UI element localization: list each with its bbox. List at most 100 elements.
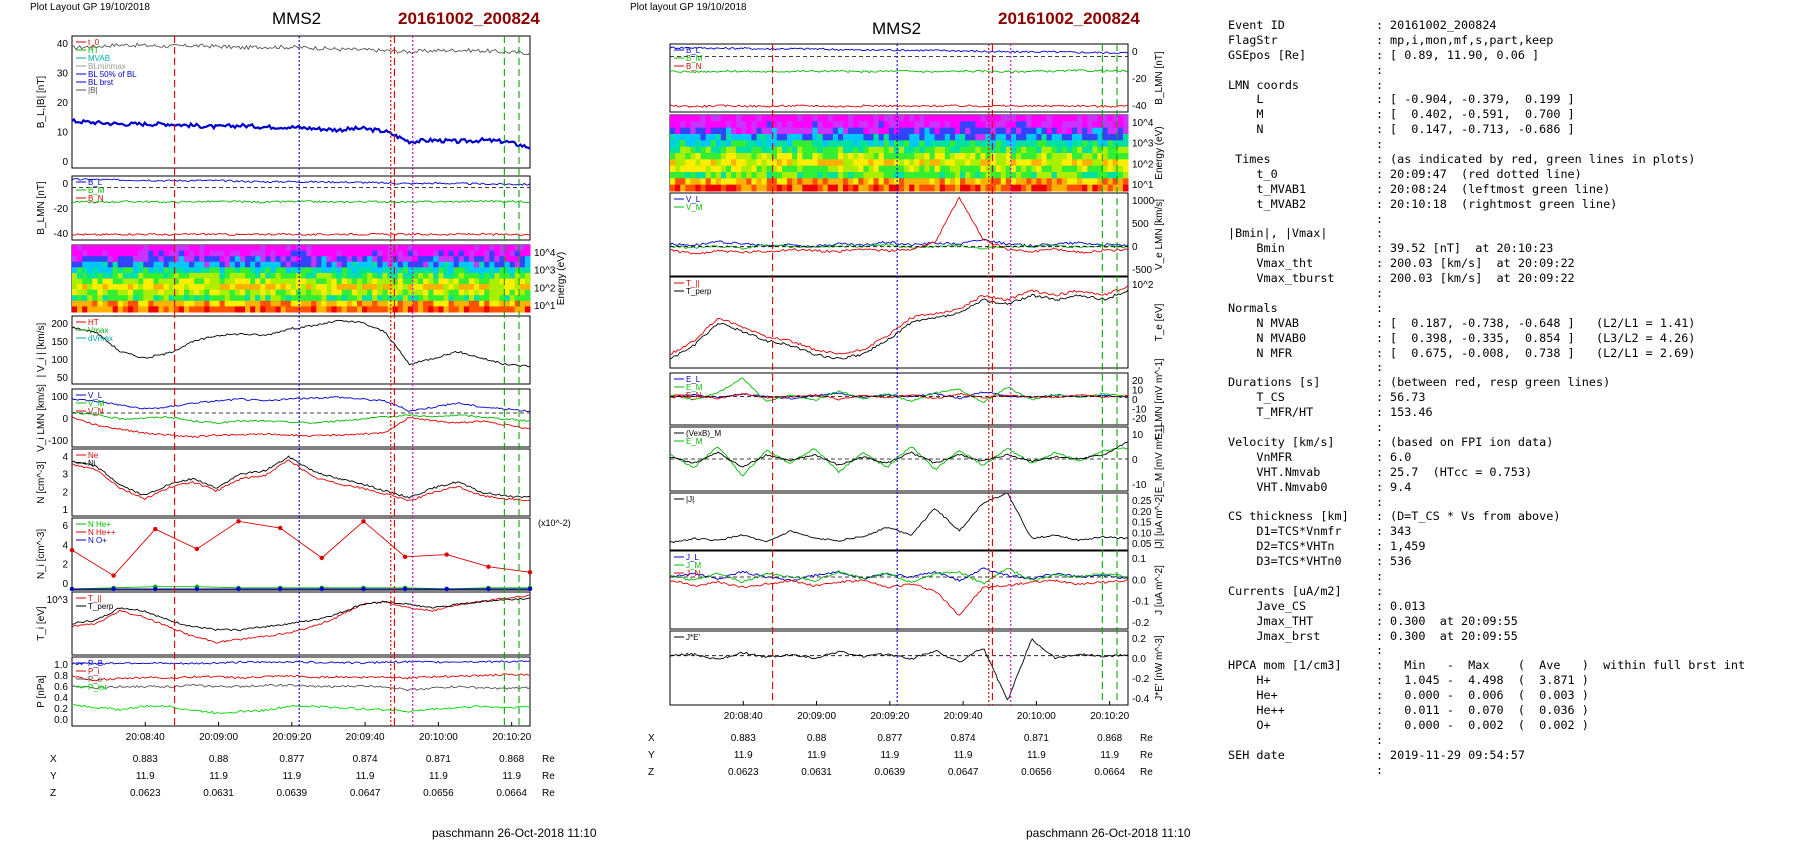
info-key: t_MVAB1: [1228, 181, 1307, 196]
spectrogram-cell: [853, 127, 859, 135]
spectrogram-cell: [822, 146, 829, 154]
left-footer: paschmann 26-Oct-2018 11:10: [432, 826, 597, 840]
info-row: Vmax_tburst:200.03 [km/s] at 20:09:22: [1228, 271, 1745, 286]
spectrogram-cell: [112, 278, 119, 285]
spectrogram-cell: [705, 146, 712, 154]
spectrogram-cell: [853, 146, 859, 154]
spectrogram-cell: [255, 300, 261, 307]
spectrogram-cell: [868, 184, 875, 192]
left-plot-label: Plot Layout GP 19/10/2018: [30, 2, 150, 13]
spectrogram-cell: [944, 172, 951, 179]
spectrogram-cell: [929, 184, 936, 192]
spectrogram-cell: [1112, 115, 1119, 122]
spectrogram-cell: [975, 172, 981, 179]
info-value: 20:09:47 (red dotted line): [1390, 166, 1582, 181]
spectrogram-cell: [792, 184, 798, 192]
legend-entry: T_perp: [686, 287, 712, 296]
spectrogram-cell: [1000, 159, 1007, 167]
info-key: CS thickness [km]: [1228, 509, 1349, 524]
spectrogram-cell: [888, 115, 895, 122]
spectrogram-cell: [418, 278, 424, 285]
info-key: Times: [1228, 152, 1271, 167]
spectrogram-cell: [827, 127, 834, 135]
spectrogram-cell: [418, 272, 424, 279]
spectrogram-cell: [1066, 153, 1073, 160]
spectrogram-cell: [458, 261, 465, 268]
panel-frame: [71, 517, 531, 591]
spectrogram-cell: [494, 284, 500, 291]
spectrogram-cell: [97, 278, 104, 285]
spectrogram-cell: [731, 146, 737, 154]
spectrogram-cell: [448, 261, 455, 268]
spectrogram-cell: [695, 115, 702, 122]
spectrogram-cell: [270, 256, 277, 263]
spectrogram-cell: [173, 300, 180, 307]
spectrogram-cell: [878, 140, 885, 148]
spectrogram-cell: [741, 172, 747, 179]
spectrogram-cell: [255, 250, 261, 257]
spectrogram-cell: [270, 289, 277, 296]
info-colon: :: [1376, 420, 1384, 435]
y-tick-label: 100: [51, 355, 68, 366]
spectrogram-cell: [499, 284, 506, 291]
spectrogram-cell: [1112, 172, 1119, 179]
spectrogram-cell: [346, 289, 353, 296]
y-tick-label: 0.0: [1132, 654, 1146, 665]
spectrogram-cell: [929, 115, 936, 122]
series-line-nhe: [71, 520, 531, 577]
spectrogram-cell: [428, 289, 434, 296]
spectrogram-cell: [883, 134, 890, 141]
spectrogram-cell: [229, 278, 236, 285]
spectrogram-cell: [899, 165, 905, 173]
spectrogram-cell: [781, 115, 788, 122]
spectrogram-cell: [418, 245, 424, 252]
spectrogram-cell: [245, 256, 251, 263]
spectrogram-cell: [158, 278, 165, 285]
y-axis-label: B_L,|B| [nT]: [36, 76, 47, 129]
spectrogram-cell: [87, 261, 93, 268]
spectrogram-cell: [1117, 178, 1124, 186]
spectrogram-cell: [904, 146, 910, 154]
spectrogram-cell: [245, 267, 251, 274]
spectrogram-cell: [771, 159, 778, 167]
info-colon: :: [1376, 92, 1384, 107]
spectrogram-cell: [423, 300, 429, 307]
spectrogram-cell: [822, 184, 829, 192]
spectrogram-cell: [1041, 172, 1048, 179]
spectrogram-cell: [290, 289, 297, 296]
spectrogram-cell: [321, 306, 327, 313]
spectrogram-cell: [1046, 127, 1053, 135]
info-colon: :: [1376, 300, 1384, 315]
spectrogram-cell: [960, 159, 966, 167]
spectrogram-cell: [519, 250, 526, 257]
y-tick-label: 0.25: [1132, 496, 1152, 507]
spectrogram-cell: [138, 289, 144, 296]
spectrogram-cell: [219, 300, 226, 307]
info-row: SEH date:2019-11-29 09:54:57: [1228, 748, 1745, 763]
spectrogram-cell: [524, 295, 531, 302]
y-tick-label: 0.2: [54, 704, 68, 715]
spectrogram-cell: [148, 295, 154, 302]
spectrogram-cell: [919, 153, 925, 160]
spectrogram-cell: [980, 165, 987, 173]
spectrogram-cell: [1046, 121, 1053, 129]
spectrogram-cell: [868, 165, 875, 173]
spectrogram-cell: [311, 261, 317, 268]
spectrogram-cell: [331, 267, 338, 274]
spectrogram-cell: [453, 306, 460, 313]
spectrogram-cell: [199, 284, 205, 291]
spectrogram-cell: [92, 272, 98, 279]
legend-entry: T_||: [88, 594, 102, 603]
spectrogram-cell: [909, 146, 915, 154]
spectrogram-cell: [474, 284, 480, 291]
spectrogram-cell: [194, 278, 200, 285]
spectrogram-cell: [776, 115, 783, 122]
spectrogram-cell: [1102, 115, 1109, 122]
spectrogram-cell: [990, 172, 997, 179]
spectrogram-cell: [929, 153, 936, 160]
spectrogram-cell: [832, 184, 839, 192]
spectrogram-cell: [138, 284, 144, 291]
spectrogram-cell: [1016, 140, 1022, 148]
spectrogram-cell: [372, 261, 378, 268]
y-tick-label: -0.1: [1132, 597, 1150, 608]
